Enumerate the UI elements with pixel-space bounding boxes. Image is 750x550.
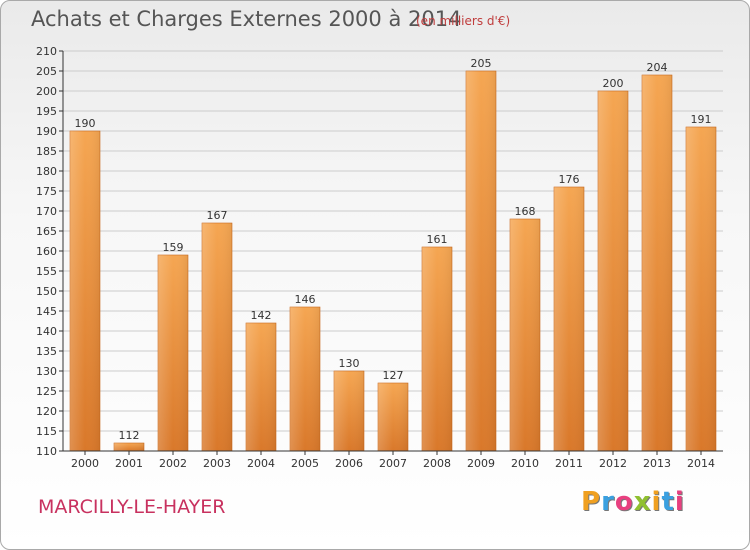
x-tick-label: 2006 (335, 457, 363, 470)
bar-shine (598, 91, 628, 451)
bar-shine (246, 323, 276, 451)
x-tick-label: 2003 (203, 457, 231, 470)
y-tick-label: 125 (36, 385, 57, 398)
data-label: 200 (603, 77, 624, 90)
bars: 190 112 159 167 142 146 130 127 161 205 168 176 200 2… (69, 57, 717, 452)
x-tick-label: 2000 (71, 457, 99, 470)
x-tick-label: 2002 (159, 457, 187, 470)
x-tick-label: 2001 (115, 457, 143, 470)
x-tick-label: 2012 (599, 457, 627, 470)
data-label: 190 (75, 117, 96, 130)
y-tick-label: 155 (36, 265, 57, 278)
data-label: 161 (427, 233, 448, 246)
x-tick-label: 2013 (643, 457, 671, 470)
y-tick-label: 145 (36, 305, 57, 318)
y-tick-label: 115 (36, 425, 57, 438)
bar-shine (422, 247, 452, 451)
y-tick-label: 180 (36, 165, 57, 178)
y-tick-label: 195 (36, 105, 57, 118)
y-axis-ticks: 110 115 120 125 130 135 140 145 150 155 160 165 170 1… (36, 45, 63, 458)
y-tick-label: 185 (36, 145, 57, 158)
chart-subtitle: (en milliers d'€) (416, 14, 511, 28)
data-label: 112 (119, 429, 140, 442)
bar-shine (466, 71, 496, 451)
logo-letter: x (633, 487, 652, 517)
data-label: 191 (691, 113, 712, 126)
data-label: 168 (515, 205, 536, 218)
bar-shine (686, 127, 716, 451)
x-tick-label: 2005 (291, 457, 319, 470)
data-label: 142 (251, 309, 272, 322)
bar-shine (114, 443, 144, 451)
y-tick-label: 200 (36, 85, 57, 98)
logo-letter: t (661, 487, 675, 517)
y-tick-label: 110 (36, 445, 57, 458)
logo-letter: r (601, 487, 615, 517)
logo-letter: o (614, 487, 634, 517)
x-tick-label: 2004 (247, 457, 275, 470)
bar-shine (202, 223, 232, 451)
bar-shine (290, 307, 320, 451)
chart-title: Achats et Charges Externes 2000 à 2014 (31, 7, 462, 31)
data-label: 146 (295, 293, 316, 306)
y-tick-label: 130 (36, 365, 57, 378)
data-label: 167 (207, 209, 228, 222)
bar-shine (334, 371, 364, 451)
y-tick-label: 210 (36, 45, 57, 58)
y-tick-label: 205 (36, 65, 57, 78)
proxiti-logo: Proxiti (581, 487, 685, 517)
bar-shine (554, 187, 584, 451)
bar-shine (510, 219, 540, 451)
x-tick-label: 2010 (511, 457, 539, 470)
x-tick-label: 2009 (467, 457, 495, 470)
y-tick-label: 175 (36, 185, 57, 198)
bar-shine (70, 131, 100, 451)
y-tick-label: 160 (36, 245, 57, 258)
y-tick-label: 140 (36, 325, 57, 338)
bar-shine (378, 383, 408, 451)
logo-letter: i (674, 487, 685, 517)
x-tick-label: 2007 (379, 457, 407, 470)
y-tick-label: 120 (36, 405, 57, 418)
data-label: 205 (471, 57, 492, 70)
y-tick-label: 165 (36, 225, 57, 238)
data-label: 176 (559, 173, 580, 186)
logo-letter: i (651, 487, 662, 517)
x-axis-ticks: 2000 2001 2002 2003 2004 2005 2006 2007 2008 2009… (71, 451, 715, 470)
commune-name: MARCILLY-LE-HAYER (38, 496, 226, 518)
data-label: 127 (383, 369, 404, 382)
y-tick-label: 135 (36, 345, 57, 358)
data-label: 204 (647, 61, 668, 74)
y-tick-label: 190 (36, 125, 57, 138)
data-label: 159 (163, 241, 184, 254)
data-label: 130 (339, 357, 360, 370)
bar-shine (642, 75, 672, 451)
logo-letter: P (581, 487, 602, 517)
x-tick-label: 2014 (687, 457, 715, 470)
y-tick-label: 170 (36, 205, 57, 218)
bar-shine (158, 255, 188, 451)
y-tick-label: 150 (36, 285, 57, 298)
x-tick-label: 2011 (555, 457, 583, 470)
axes (62, 51, 723, 452)
x-tick-label: 2008 (423, 457, 451, 470)
